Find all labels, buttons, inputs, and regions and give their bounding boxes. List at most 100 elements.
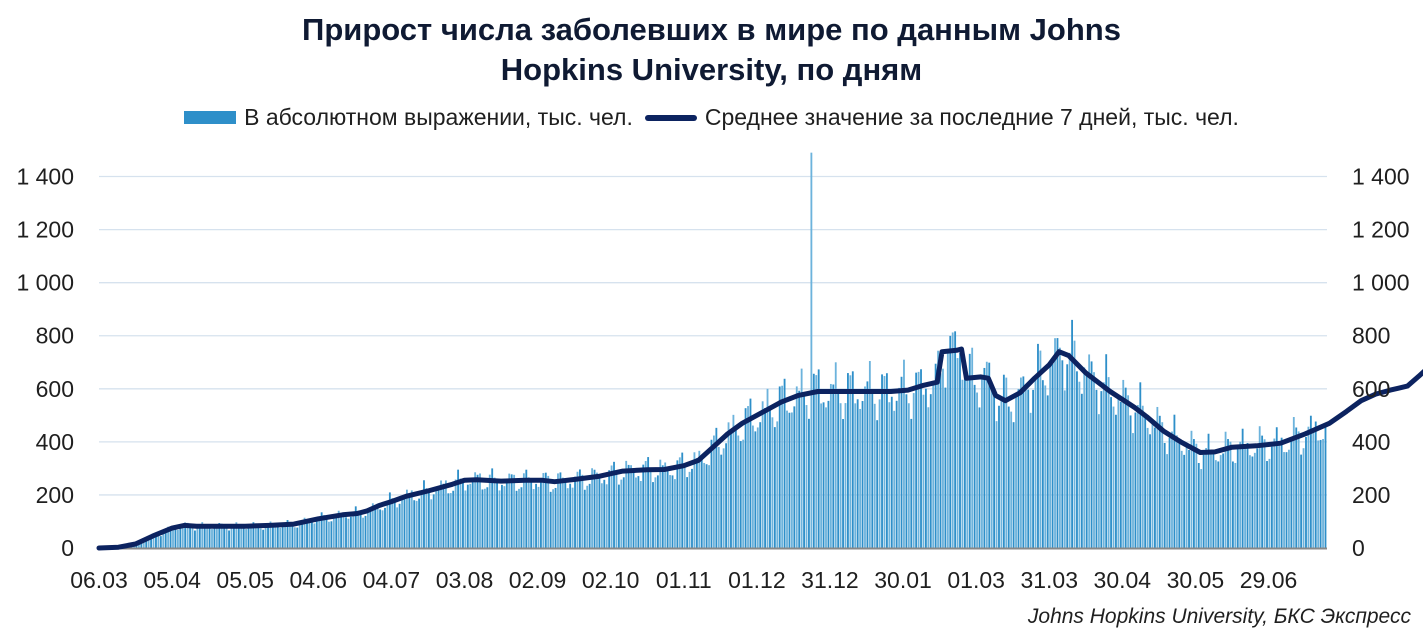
daily-bar [1022,376,1025,548]
daily-bar [617,484,620,548]
daily-bar [805,405,808,548]
daily-bar [885,373,888,548]
daily-bar [1202,454,1205,548]
daily-bar [449,493,452,548]
daily-bar [1037,343,1039,548]
daily-bar [1107,377,1110,548]
daily-bar [367,511,369,548]
daily-bar [703,462,706,548]
daily-bar [1258,426,1261,548]
daily-bar [798,390,801,548]
daily-bar [1195,443,1198,548]
daily-bar [693,452,696,548]
daily-bar [864,386,866,548]
y-left-tick-label: 800 [36,323,74,349]
daily-bar [576,471,579,548]
chart-title: Прирост числа заболевших в мире по данны… [0,10,1423,90]
daily-bar [176,529,179,548]
daily-bar [1032,389,1035,548]
daily-bar [213,526,216,548]
daily-bar [155,534,157,548]
daily-bar [717,446,720,548]
daily-bar [632,468,635,548]
daily-bar [990,387,993,548]
daily-bar [981,375,983,548]
daily-bar [1173,414,1176,548]
daily-bar [162,532,165,548]
daily-bar [520,487,523,548]
daily-bar [727,422,730,548]
daily-bar [851,371,854,548]
daily-bar [683,467,686,548]
daily-bar [739,441,742,548]
daily-bar [515,490,518,548]
daily-bar [1217,461,1220,548]
daily-bar [734,426,737,548]
daily-bar [1163,442,1166,548]
daily-bar [259,528,262,548]
daily-bar [934,363,937,548]
daily-bar [985,361,988,548]
daily-bar [510,474,513,548]
daily-bar [1161,422,1164,548]
daily-bar [427,489,430,548]
daily-bar [742,439,745,548]
daily-bar [1124,387,1127,548]
daily-bar [776,421,779,548]
daily-bars [101,152,1327,549]
daily-bar [581,474,584,548]
y-left-tick-label: 200 [36,482,74,508]
daily-bar [951,332,954,548]
daily-bar [817,369,820,548]
daily-bar [1005,377,1008,548]
daily-bar [376,503,379,548]
x-tick-label: 30.01 [874,567,932,593]
daily-bar [764,407,767,548]
daily-bar [664,462,667,548]
daily-bar [1078,381,1081,548]
x-tick-label: 30.05 [1167,567,1225,593]
daily-bar [386,502,389,548]
daily-bar [1002,374,1005,548]
daily-bar [681,452,684,548]
daily-bar [1270,446,1273,548]
daily-bar [211,529,213,548]
daily-bar [306,521,308,548]
daily-bar [569,483,572,548]
daily-bar [1039,350,1042,548]
daily-bar [1268,458,1271,548]
daily-bar [756,427,759,548]
daily-bar [766,388,769,548]
daily-bar [944,387,947,548]
daily-bar [1024,387,1027,548]
daily-bar [1158,415,1161,548]
daily-bar [1292,417,1295,548]
legend-line-label: Среднее значение за последние 7 дней, ты… [704,104,1239,130]
daily-bar [676,460,679,548]
daily-bar [1076,371,1078,548]
daily-bar [1154,427,1156,548]
daily-bar [420,490,423,548]
daily-bar [1185,447,1188,548]
daily-bar [440,480,442,548]
daily-bar [203,524,206,548]
daily-bar [583,489,586,548]
daily-bar [1249,455,1251,548]
daily-bar [303,517,306,548]
daily-bar [513,474,516,548]
daily-bar [878,399,881,548]
daily-bar [847,373,849,548]
daily-bar [1307,426,1310,548]
daily-bar [194,530,196,548]
daily-bar [220,523,223,548]
daily-bar [1224,431,1227,548]
daily-bar [866,381,869,548]
daily-bar [142,541,145,548]
daily-bar [1066,364,1069,548]
daily-bar [403,496,406,548]
daily-bar [903,359,905,548]
daily-bar [218,522,221,548]
daily-bar [469,483,472,548]
daily-bar [1083,367,1086,548]
daily-bar [1222,453,1225,548]
